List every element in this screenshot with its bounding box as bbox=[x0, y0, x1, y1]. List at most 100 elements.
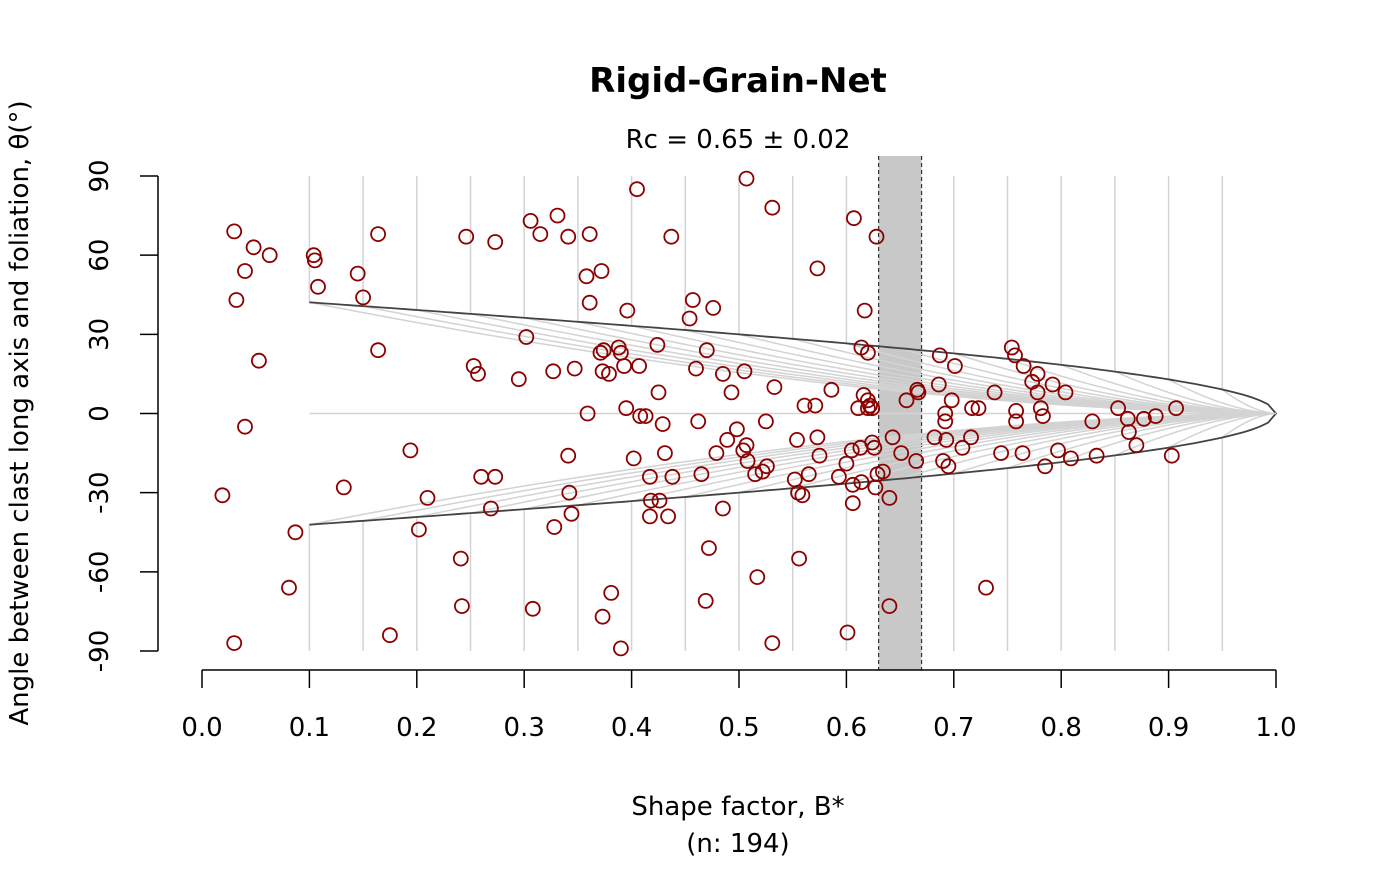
data-point bbox=[698, 342, 715, 359]
data-point bbox=[1084, 413, 1101, 430]
data-point bbox=[650, 384, 667, 401]
data-point bbox=[226, 223, 243, 240]
data-point bbox=[723, 384, 740, 401]
data-point bbox=[910, 384, 927, 401]
data-point bbox=[545, 363, 562, 380]
y-tick-label: 0 bbox=[85, 405, 115, 422]
data-point bbox=[560, 228, 577, 245]
data-point bbox=[986, 384, 1003, 401]
data-point bbox=[926, 429, 943, 446]
data-point bbox=[964, 400, 980, 417]
data-point bbox=[214, 487, 231, 504]
data-point bbox=[287, 524, 304, 541]
data-point bbox=[613, 640, 629, 657]
data-point bbox=[524, 600, 541, 617]
data-point bbox=[940, 458, 957, 475]
data-point bbox=[1032, 400, 1049, 417]
data-point bbox=[738, 170, 755, 187]
x-tick-label: 0.0 bbox=[181, 713, 222, 743]
data-point bbox=[601, 365, 617, 382]
y-tick-label: -60 bbox=[85, 551, 115, 593]
data-point bbox=[619, 302, 636, 319]
data-point bbox=[654, 416, 671, 433]
data-point bbox=[370, 342, 387, 359]
data-point bbox=[838, 455, 855, 472]
data-point bbox=[993, 445, 1009, 462]
data-point bbox=[831, 468, 847, 485]
x-tick-label: 0.1 bbox=[289, 713, 330, 743]
data-point bbox=[809, 429, 826, 446]
data-point bbox=[402, 442, 419, 459]
data-point bbox=[453, 598, 470, 614]
x-tick-label: 0.5 bbox=[718, 713, 759, 743]
data-point bbox=[1015, 358, 1032, 374]
data-point bbox=[594, 608, 611, 625]
data-point bbox=[579, 405, 596, 422]
x-axis-note: (n: 194) bbox=[686, 829, 789, 859]
data-point bbox=[349, 265, 366, 282]
data-point bbox=[809, 260, 826, 277]
data-point bbox=[747, 466, 763, 483]
data-point bbox=[860, 344, 876, 361]
data-point bbox=[306, 252, 323, 269]
data-point bbox=[1029, 365, 1046, 382]
data-point bbox=[560, 447, 577, 464]
data-point bbox=[487, 468, 504, 485]
data-point bbox=[370, 226, 387, 243]
data-point bbox=[625, 450, 642, 467]
isoline-lower bbox=[1114, 412, 1276, 457]
data-point bbox=[663, 228, 680, 245]
data-point bbox=[908, 453, 925, 469]
data-point bbox=[1003, 339, 1020, 356]
data-point bbox=[791, 550, 807, 567]
data-point bbox=[715, 365, 731, 382]
data-point bbox=[510, 371, 527, 388]
data-point bbox=[632, 408, 649, 425]
data-point bbox=[518, 329, 535, 345]
axes: -90 -60 -30 0 30 60 90 0.0 0.1 0.2 0.3 0.4 0.5 0.6 0.7… bbox=[85, 159, 1297, 743]
data-point bbox=[938, 431, 955, 448]
data-point bbox=[1050, 442, 1066, 459]
data-point bbox=[237, 263, 253, 279]
isoline-lower bbox=[470, 412, 1277, 514]
data-point bbox=[1128, 437, 1145, 454]
data-point bbox=[754, 463, 771, 480]
data-point bbox=[1147, 408, 1164, 425]
isoline-lower bbox=[1168, 412, 1276, 449]
data-point bbox=[898, 392, 915, 409]
x-tick-label: 1.0 bbox=[1255, 713, 1296, 743]
data-point bbox=[1088, 447, 1105, 464]
chart-subtitle: Rc = 0.65 ± 0.02 bbox=[626, 125, 851, 155]
data-point bbox=[470, 365, 486, 382]
data-point bbox=[664, 468, 681, 485]
x-tick-label: 0.2 bbox=[396, 713, 437, 743]
x-tick-label: 0.6 bbox=[826, 713, 867, 743]
data-point bbox=[758, 413, 774, 430]
x-tick-label: 0.3 bbox=[504, 713, 545, 743]
isoline-upper bbox=[1168, 378, 1276, 415]
data-point bbox=[823, 381, 840, 398]
data-point bbox=[937, 413, 954, 430]
data-point bbox=[546, 519, 563, 535]
data-point bbox=[794, 487, 811, 504]
data-point bbox=[629, 181, 645, 198]
data-point bbox=[893, 445, 910, 462]
data-point bbox=[844, 495, 861, 512]
data-point bbox=[749, 569, 766, 585]
data-point bbox=[875, 463, 891, 480]
data-point bbox=[843, 442, 860, 459]
data-point bbox=[593, 263, 610, 279]
data-point bbox=[868, 228, 885, 245]
x-tick-label: 0.9 bbox=[1148, 713, 1189, 743]
data-point bbox=[708, 445, 725, 462]
data-point bbox=[561, 484, 578, 501]
data-point bbox=[963, 429, 979, 446]
data-point bbox=[864, 400, 881, 417]
data-point bbox=[690, 413, 707, 430]
data-point bbox=[970, 400, 987, 417]
data-point bbox=[1035, 408, 1051, 425]
data-point bbox=[355, 289, 372, 306]
data-point bbox=[947, 358, 963, 374]
y-axis-label: Angle between clast long axis and foliat… bbox=[5, 100, 35, 725]
